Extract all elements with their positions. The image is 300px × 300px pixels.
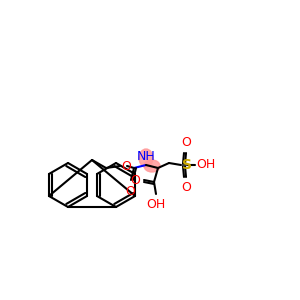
Text: O: O: [125, 185, 135, 198]
Text: O: O: [121, 160, 131, 172]
Text: OH: OH: [196, 158, 215, 172]
Ellipse shape: [139, 149, 153, 167]
Ellipse shape: [144, 160, 160, 172]
Text: NH: NH: [136, 151, 155, 164]
Text: S: S: [182, 158, 192, 172]
Text: O: O: [130, 173, 140, 187]
Text: O: O: [181, 181, 191, 194]
Text: O: O: [181, 136, 191, 149]
Text: OH: OH: [146, 198, 166, 211]
